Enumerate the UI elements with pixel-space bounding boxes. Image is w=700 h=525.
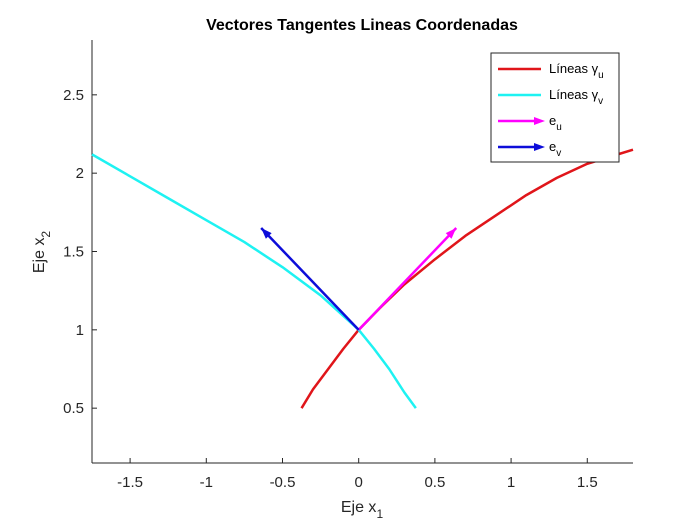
legend-box: [490, 52, 620, 163]
x-tick-label: 1.5: [577, 474, 598, 491]
y-tick-label: 2.5: [63, 87, 84, 104]
legend-label-base: Líneas γ: [549, 61, 599, 76]
y-tick-label: 1.5: [63, 244, 84, 261]
legend-label: Líneas γv: [549, 87, 603, 107]
x-tick-label: 0: [355, 474, 363, 491]
x-axis-label-sub: 1: [376, 507, 383, 521]
x-tick-label: 0.5: [424, 474, 445, 491]
x-tick-label: 1: [507, 474, 515, 491]
legend-label-base: Líneas γ: [549, 87, 599, 102]
series-curve-0: [300, 148, 634, 409]
y-tick-label: 0.5: [63, 400, 84, 417]
legend-label-sub: v: [598, 96, 603, 107]
legend-label: ev: [549, 139, 561, 159]
vector-arrow-v: [260, 227, 360, 331]
x-tick-label: -0.5: [270, 474, 296, 491]
vector-arrowhead-v: [261, 228, 272, 239]
legend-swatch-arrowhead: [534, 117, 545, 125]
legend-label: Líneas γu: [549, 61, 604, 81]
y-axis-label-base: Eje x: [31, 238, 48, 274]
x-axis-label: Eje x1: [341, 499, 384, 521]
x-tick-label: -1: [200, 474, 213, 491]
legend-label-sub: u: [556, 122, 562, 133]
series-curve-1: [91, 153, 417, 409]
legend-label: eu: [549, 113, 562, 133]
legend-label-sub: v: [556, 148, 561, 159]
ticks: -1.5 -1 -0.5 0 0.5 1 1.5 0.5 1 1.5 2 2.5: [63, 87, 598, 491]
series-layer: [91, 148, 634, 409]
legend-label-base: e: [549, 113, 556, 128]
y-tick-label: 1: [76, 322, 84, 339]
x-tick-label: -1.5: [117, 474, 143, 491]
legend-label-sub: u: [598, 70, 604, 81]
chart-title: Vectores Tangentes Lineas Coordenadas: [206, 17, 518, 34]
y-tick-label: 2: [76, 165, 84, 182]
legend-swatch-arrowhead: [534, 143, 545, 151]
y-axis-label: Eje x2: [31, 231, 53, 274]
legend-label-base: e: [549, 139, 556, 154]
y-axis-label-sub: 2: [39, 231, 53, 238]
x-axis-label-base: Eje x: [341, 499, 377, 516]
vector-arrow-u: [357, 227, 458, 331]
vector-arrowhead-u: [445, 228, 457, 239]
